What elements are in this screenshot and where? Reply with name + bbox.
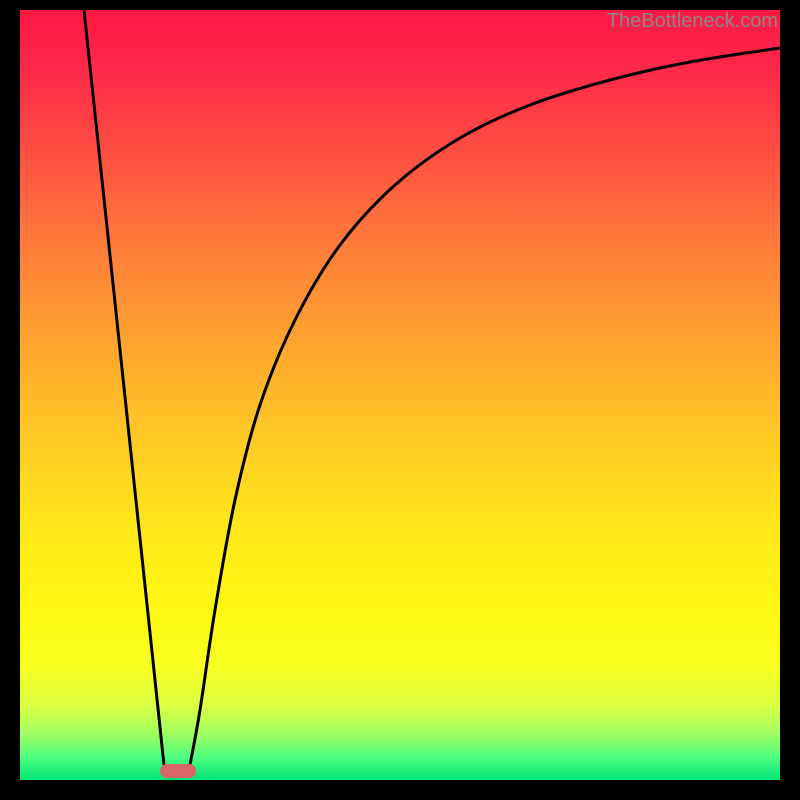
watermark-text: TheBottleneck.com (607, 10, 778, 33)
curves-layer (20, 10, 780, 780)
right-ascending-curve (190, 48, 780, 765)
chart-plot-area (20, 10, 780, 780)
minimum-marker (160, 764, 196, 778)
left-descending-line (84, 10, 164, 765)
